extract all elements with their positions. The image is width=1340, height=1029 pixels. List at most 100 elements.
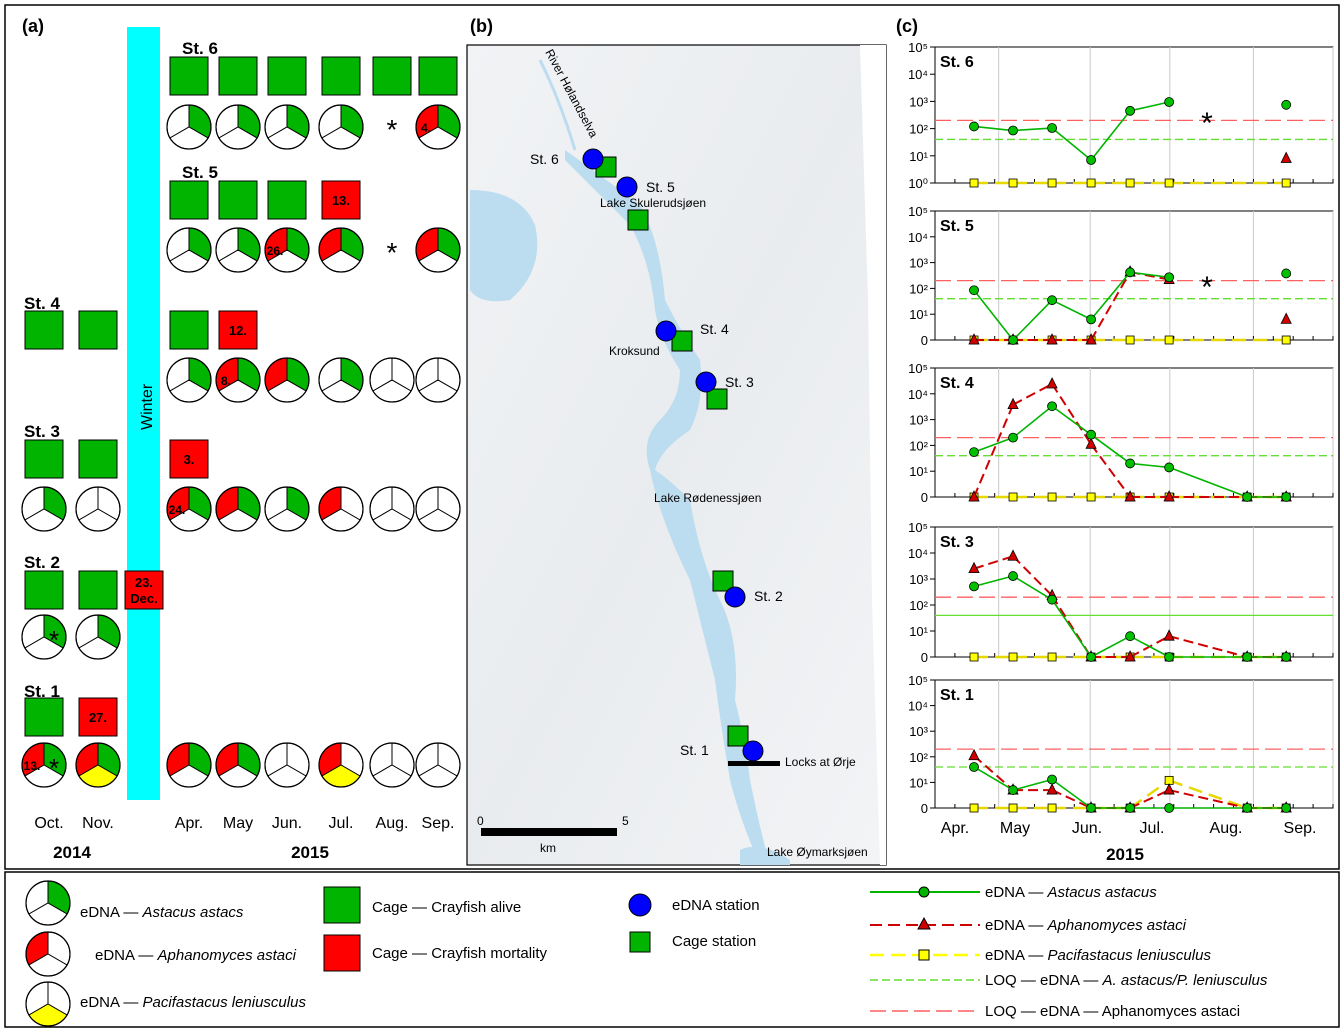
- map-blank-edge: [860, 45, 886, 865]
- pacifastacus-point: [1125, 335, 1135, 345]
- lake-rodenessjoen: Lake Rødenessjøen: [654, 491, 761, 505]
- series-astacus: [969, 97, 1292, 165]
- chart-station-label: St. 1: [940, 687, 974, 704]
- edna-pie-outline: [415, 486, 461, 532]
- pacifastacus-point: [1047, 803, 1057, 813]
- cage-station-1: [727, 725, 749, 747]
- aphanomyces-point: [1046, 377, 1058, 389]
- series-segment: [1090, 434, 1131, 465]
- aphanomyces-point: [1046, 783, 1058, 795]
- y-tick-label: 10⁵: [908, 520, 928, 535]
- cage-day-label: 27.: [89, 710, 107, 725]
- y-tick-label: 10²: [909, 598, 928, 613]
- y-tick-label: 10⁴: [908, 387, 928, 402]
- station-label-1: St. 1: [24, 682, 60, 701]
- y-tick-label: 0: [921, 333, 928, 348]
- edna-pie-outline: [75, 614, 121, 660]
- series-segment: [973, 289, 1014, 341]
- edna-pie: [75, 486, 121, 532]
- aphanomyces-point: [1163, 783, 1175, 795]
- pie-day-label: 24.: [169, 503, 186, 517]
- edna-pie: [264, 742, 310, 788]
- legend-edna-station-swatch: [628, 893, 652, 917]
- edna-pie-outline: [166, 486, 212, 532]
- legend-pie-aphanomyces-swatch-outline: [25, 931, 71, 977]
- series-segment: [1012, 405, 1053, 439]
- series-segment: [1051, 778, 1092, 809]
- series-segment: [1051, 383, 1092, 445]
- x-tick-jul: Jul.: [1140, 820, 1165, 837]
- pie-day-label: 4.: [421, 121, 431, 135]
- edna-pie: [21, 742, 67, 788]
- y-tick-label: 10³: [909, 413, 928, 428]
- aphanomyces-point: [1163, 629, 1175, 641]
- pacifastacus-point: [1008, 492, 1018, 502]
- legend-pie-pacifastacus-swatch: [25, 981, 71, 1027]
- astacus-point: [1008, 335, 1018, 345]
- scale-unit: km: [540, 841, 556, 855]
- x-tick-sep: Sep.: [1284, 820, 1317, 837]
- pie-star-st2: *: [49, 625, 59, 655]
- y-tick-label: 10⁵: [908, 204, 928, 219]
- edna-pie: [318, 227, 364, 273]
- series-astacus: [969, 267, 1292, 345]
- cage-alive: [169, 56, 209, 96]
- series-segment: [1051, 789, 1092, 809]
- map-label-st2: St. 2: [754, 588, 783, 604]
- series-segment: [1090, 271, 1131, 320]
- edna-pie-outline: [415, 357, 461, 403]
- chart-frame: [934, 367, 1334, 498]
- astacus-point: [1281, 803, 1292, 813]
- y-tick-label: 10³: [909, 724, 928, 739]
- edna-station-3: [695, 371, 717, 393]
- edna-pie-outline: [318, 742, 364, 788]
- chart-st1: 0 10¹ 10² 10³ 10⁴ 10⁵ St. 1: [908, 673, 1334, 816]
- series-segment: [1129, 635, 1170, 658]
- legend-frame: [4, 871, 1340, 1028]
- series-segment: [1012, 575, 1053, 601]
- cage-alive: [218, 56, 258, 96]
- cage-dead: [169, 439, 209, 479]
- edna-pie-outline: [215, 104, 261, 150]
- legend-cage-station-swatch: [629, 931, 651, 953]
- y-tick-label: 10³: [909, 572, 928, 587]
- month-may: May: [223, 815, 253, 832]
- astacus-point: [1086, 314, 1096, 325]
- panel-c-label: (c): [896, 16, 918, 36]
- aphanomyces-point: [1163, 490, 1175, 502]
- legend-line-pacifastacus-marker: [918, 949, 930, 961]
- chart-st3: 0 10¹ 10² 10³ 10⁴ 10⁵ St. 3: [908, 520, 1334, 665]
- station-label-4: St. 4: [24, 294, 60, 313]
- pacifastacus-point: [1047, 652, 1057, 662]
- month-jun: Jun.: [272, 815, 302, 832]
- pie-day-label: 8.: [221, 374, 231, 388]
- legend-pie-aphanomyces: eDNA — Aphanomyces astaci: [95, 947, 297, 964]
- aphanomyces-point: [968, 333, 980, 345]
- edna-pie-outline: [369, 357, 415, 403]
- cage-alive: [24, 697, 64, 737]
- y-tick-label: 10³: [909, 94, 928, 109]
- edna-pie: [264, 357, 310, 403]
- cage-station-5: [627, 209, 649, 231]
- aphanomyces-point: [968, 561, 980, 574]
- series-segment: [1168, 635, 1248, 658]
- edna-pie-outline: [415, 742, 461, 788]
- y-tick-label: 10¹: [909, 464, 928, 479]
- astacus-point: [1125, 105, 1135, 116]
- chart-st5: 0 10¹ 10² 10³ 10⁴ 10⁵ St. 5 *: [908, 204, 1334, 348]
- pacifastacus-point: [969, 652, 979, 662]
- astacus-point: [1125, 803, 1135, 813]
- series-aphanomyces: [1280, 151, 1292, 163]
- legend-pie-pacifastacus-swatch-outline: [25, 981, 71, 1027]
- astacus-point: [1008, 432, 1018, 443]
- aphanomyces-point: [1046, 333, 1058, 345]
- year-2014: 2014: [53, 843, 91, 862]
- series-segment: [973, 125, 1014, 132]
- cage-dead: [78, 697, 118, 737]
- edna-pie-outline: [215, 357, 261, 403]
- edna-station-5: [616, 176, 638, 198]
- edna-pie-outline: [264, 357, 310, 403]
- y-tick-label: 10¹: [909, 775, 928, 790]
- legend-cage-alive-swatch: [323, 886, 361, 924]
- river-water: [565, 150, 770, 865]
